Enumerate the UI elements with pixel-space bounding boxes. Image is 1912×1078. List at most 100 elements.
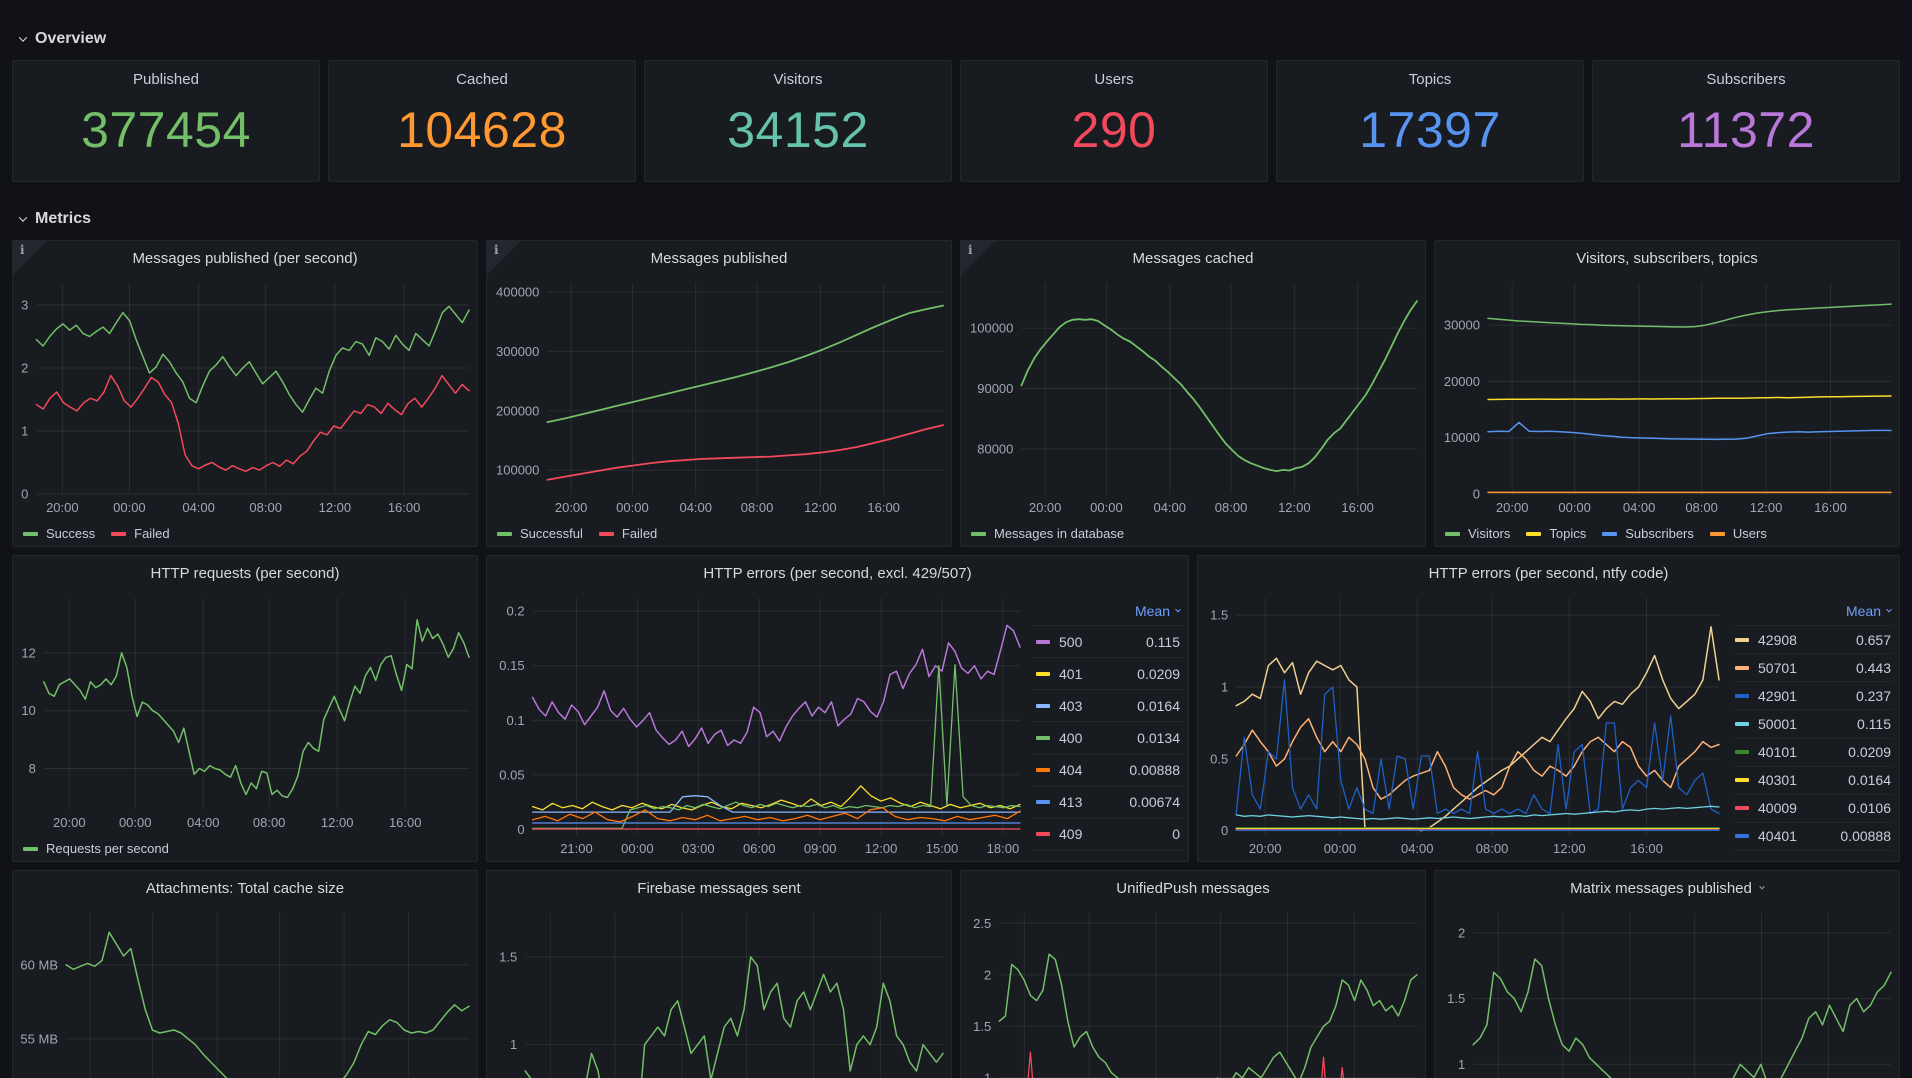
mean-header-label: Mean xyxy=(1845,603,1881,619)
legend-label: Messages in database xyxy=(994,526,1125,541)
legend-item-successful[interactable]: Successful xyxy=(497,526,583,541)
legend-label[interactable]: 400 xyxy=(1059,729,1083,746)
legend-swatch xyxy=(1735,834,1749,839)
svg-text:20:00: 20:00 xyxy=(1496,500,1529,515)
svg-text:08:00: 08:00 xyxy=(741,500,774,515)
legend-label[interactable]: 50701 xyxy=(1758,659,1797,676)
legend-item-topics[interactable]: Topics xyxy=(1526,526,1586,541)
legend-label[interactable]: 40101 xyxy=(1758,744,1797,761)
svg-text:3: 3 xyxy=(21,298,28,313)
panel-title[interactable]: Attachments: Total cache size xyxy=(13,871,477,905)
svg-text:21:00: 21:00 xyxy=(560,841,593,856)
chart-plot[interactable]: 80000 90000 100000 20:00 00:00 04:00 08:00 12:0… xyxy=(961,275,1425,546)
panel-title[interactable]: Messages published (per second) xyxy=(13,241,477,275)
series-unifiedpush-messages xyxy=(998,953,1418,1078)
panel-title[interactable]: Matrix messages published xyxy=(1435,871,1899,905)
legend-label[interactable]: 403 xyxy=(1059,697,1083,714)
svg-text:10: 10 xyxy=(21,703,35,718)
panel-title[interactable]: Visitors, subscribers, topics xyxy=(1435,241,1899,275)
svg-text:12:00: 12:00 xyxy=(1553,841,1586,856)
chart-plot[interactable]: 0 10000 20000 30000 20:00 00:00 04:00 08:00 12:0… xyxy=(1435,275,1899,546)
section-header-metrics[interactable]: Metrics xyxy=(12,182,1900,240)
legend-item-failed[interactable]: Failed xyxy=(111,526,170,541)
mean-sort-header[interactable]: Mean xyxy=(1034,600,1182,626)
legend-swatch xyxy=(1036,671,1050,676)
legend-swatch xyxy=(1036,832,1050,837)
panel-info-corner[interactable]: i xyxy=(961,241,995,275)
svg-text:0.2: 0.2 xyxy=(507,604,525,619)
legend-item-failed[interactable]: Failed xyxy=(598,526,657,541)
series-401 xyxy=(531,785,1021,811)
legend-item-subscribers[interactable]: Subscribers xyxy=(1602,526,1694,541)
legend-label[interactable]: 42901 xyxy=(1758,687,1797,704)
panel-title-text: Matrix messages published xyxy=(1570,879,1752,897)
legend-label[interactable]: 404 xyxy=(1059,762,1083,779)
svg-text:08:00: 08:00 xyxy=(249,500,282,515)
stat-panel-visitors: Visitors 34152 xyxy=(644,60,952,182)
series-50001 xyxy=(1235,805,1720,820)
legend-swatch xyxy=(23,531,38,536)
svg-text:300000: 300000 xyxy=(496,344,539,359)
svg-text:20:00: 20:00 xyxy=(1249,841,1282,856)
legend-swatch xyxy=(1735,778,1749,783)
legend-label: Failed xyxy=(134,526,170,541)
legend-label[interactable]: 50001 xyxy=(1758,715,1797,732)
panel-title[interactable]: HTTP errors (per second, excl. 429/507) xyxy=(487,556,1188,590)
panel-title-text: Visitors, subscribers, topics xyxy=(1576,249,1758,267)
stat-value: 290 xyxy=(1071,101,1157,158)
panel-title[interactable]: UnifiedPush messages xyxy=(961,871,1425,905)
section-header-overview[interactable]: Overview xyxy=(12,0,1900,48)
legend-label[interactable]: 40401 xyxy=(1758,828,1797,845)
legend-item-requests-per-second[interactable]: Requests per second xyxy=(23,841,169,856)
series-500 xyxy=(531,624,1021,748)
panel-title[interactable]: HTTP errors (per second, ntfy code) xyxy=(1198,556,1899,590)
chevron-down-icon xyxy=(1886,606,1892,613)
legend-label[interactable]: 413 xyxy=(1059,794,1083,811)
panel-title[interactable]: Messages cached xyxy=(961,241,1425,275)
panel-info-corner[interactable]: i xyxy=(13,241,47,275)
chart-plot[interactable]: 0 1 2 3 20:00 00:00 04:00 08:00 12:00 16:00 xyxy=(13,275,477,546)
mean-value: 0.115 xyxy=(1857,715,1891,732)
legend-item-visitors[interactable]: Visitors xyxy=(1445,526,1510,541)
svg-text:8: 8 xyxy=(29,761,36,776)
panel-title[interactable]: Firebase messages sent xyxy=(487,871,951,905)
panel-info-corner[interactable]: i xyxy=(487,241,521,275)
panel-title-text: HTTP errors (per second, excl. 429/507) xyxy=(703,564,972,582)
stat-panel-published: Published 377454 xyxy=(12,60,320,182)
svg-text:03:00: 03:00 xyxy=(682,841,715,856)
chart-plot[interactable]: 0 0.5 1 1.5 20:00 00:00 04:00 08:00 12:00 16:00 xyxy=(1198,590,1899,861)
svg-text:30000: 30000 xyxy=(1444,318,1480,333)
chart-row-2: HTTP requests (per second) 8 10 12 20:00 00:0… xyxy=(12,555,1900,862)
mean-value: 0.0106 xyxy=(1848,800,1891,817)
legend-label[interactable]: 401 xyxy=(1059,665,1083,682)
legend-label[interactable]: 40301 xyxy=(1758,772,1797,789)
legend-label[interactable]: 40009 xyxy=(1758,800,1797,817)
legend-item-success[interactable]: Success xyxy=(23,526,95,541)
mean-table-row: 400 0.0134 xyxy=(1034,722,1182,755)
chart-plot[interactable]: 0 0.05 0.1 0.15 0.2 21:00 00:00 03:00 06:00 09:00… xyxy=(487,590,1188,861)
info-icon: i xyxy=(494,243,499,257)
legend-label[interactable]: 42908 xyxy=(1758,631,1797,648)
panel-title[interactable]: HTTP requests (per second) xyxy=(13,556,477,590)
mean-sort-header[interactable]: Mean xyxy=(1733,600,1893,626)
legend-label[interactable]: 500 xyxy=(1059,633,1083,650)
legend-label[interactable]: 409 xyxy=(1059,826,1083,843)
mean-table-row: 40401 0.00888 xyxy=(1733,823,1893,851)
chart-plot[interactable]: 100000 200000 300000 400000 20:00 00:00 04:00 0… xyxy=(487,275,951,546)
legend-swatch xyxy=(1735,750,1749,755)
panel-title-text: HTTP requests (per second) xyxy=(150,564,340,582)
info-icon: i xyxy=(968,243,973,257)
legend-swatch xyxy=(497,531,512,536)
chart-plot[interactable]: 8 10 12 20:00 00:00 04:00 08:00 12:00 16:00 xyxy=(13,590,477,861)
legend-item-users[interactable]: Users xyxy=(1709,526,1767,541)
legend-item-messages-in-database[interactable]: Messages in database xyxy=(971,526,1124,541)
series-messages-in-database xyxy=(1020,300,1418,473)
legend-swatch xyxy=(1036,703,1050,708)
panel-title[interactable]: Messages published xyxy=(487,241,951,275)
legend-swatch xyxy=(1709,531,1725,536)
